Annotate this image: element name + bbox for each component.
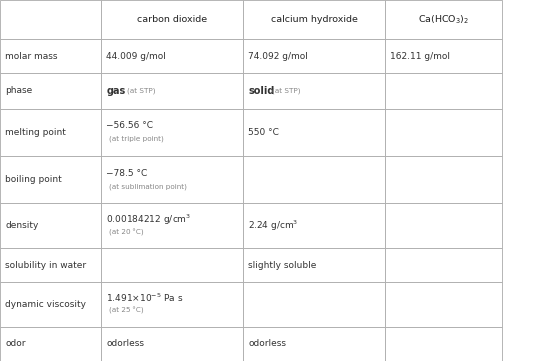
- Text: −56.56 °C: −56.56 °C: [106, 121, 153, 130]
- Text: dynamic viscosity: dynamic viscosity: [5, 300, 86, 309]
- Text: carbon dioxide: carbon dioxide: [137, 15, 207, 24]
- Text: (at STP): (at STP): [127, 88, 156, 94]
- Bar: [101, 73, 243, 109]
- Text: 550 °C: 550 °C: [248, 128, 280, 137]
- Bar: [385, 73, 502, 109]
- Text: boiling point: boiling point: [5, 175, 62, 184]
- Text: 0.00184212 g/cm$^3$: 0.00184212 g/cm$^3$: [106, 212, 192, 227]
- Text: 44.009 g/mol: 44.009 g/mol: [106, 52, 167, 61]
- Bar: [0, 73, 101, 109]
- Bar: [385, 109, 502, 156]
- Bar: [243, 327, 385, 361]
- Text: (at triple point): (at triple point): [109, 136, 164, 142]
- Bar: [0, 248, 101, 282]
- Bar: [0, 0, 101, 39]
- Text: (at STP): (at STP): [272, 88, 301, 94]
- Text: −78.5 °C: −78.5 °C: [106, 169, 148, 178]
- Bar: [101, 156, 243, 203]
- Bar: [385, 203, 502, 248]
- Text: calcium hydroxide: calcium hydroxide: [270, 15, 358, 24]
- Bar: [101, 39, 243, 73]
- Text: 1.491×10$^{-5}$ Pa s: 1.491×10$^{-5}$ Pa s: [106, 292, 184, 304]
- Text: 162.11 g/mol: 162.11 g/mol: [390, 52, 450, 61]
- Text: molar mass: molar mass: [5, 52, 58, 61]
- Bar: [0, 109, 101, 156]
- Text: solid: solid: [248, 86, 275, 96]
- Bar: [101, 0, 243, 39]
- Text: 74.092 g/mol: 74.092 g/mol: [248, 52, 308, 61]
- Text: melting point: melting point: [5, 128, 66, 137]
- Text: slightly soluble: slightly soluble: [248, 261, 317, 270]
- Bar: [385, 282, 502, 327]
- Text: 2.24 g/cm$^3$: 2.24 g/cm$^3$: [248, 218, 299, 233]
- Bar: [385, 327, 502, 361]
- Bar: [243, 248, 385, 282]
- Bar: [101, 109, 243, 156]
- Bar: [0, 203, 101, 248]
- Bar: [101, 327, 243, 361]
- Bar: [243, 203, 385, 248]
- Text: (at 20 °C): (at 20 °C): [109, 228, 144, 235]
- Bar: [385, 248, 502, 282]
- Bar: [101, 203, 243, 248]
- Bar: [385, 39, 502, 73]
- Text: Ca(HCO$_3$)$_2$: Ca(HCO$_3$)$_2$: [418, 13, 469, 26]
- Bar: [243, 156, 385, 203]
- Bar: [243, 39, 385, 73]
- Text: solubility in water: solubility in water: [5, 261, 87, 270]
- Bar: [243, 109, 385, 156]
- Bar: [385, 0, 502, 39]
- Bar: [385, 156, 502, 203]
- Bar: [0, 39, 101, 73]
- Text: density: density: [5, 221, 39, 230]
- Text: (at 25 °C): (at 25 °C): [109, 307, 144, 314]
- Bar: [243, 0, 385, 39]
- Bar: [243, 73, 385, 109]
- Bar: [101, 282, 243, 327]
- Text: phase: phase: [5, 87, 33, 95]
- Text: odor: odor: [5, 339, 26, 348]
- Text: gas: gas: [106, 86, 126, 96]
- Bar: [0, 282, 101, 327]
- Bar: [243, 282, 385, 327]
- Bar: [0, 156, 101, 203]
- Bar: [101, 248, 243, 282]
- Text: odorless: odorless: [248, 339, 287, 348]
- Bar: [0, 327, 101, 361]
- Text: odorless: odorless: [106, 339, 145, 348]
- Text: (at sublimation point): (at sublimation point): [109, 183, 187, 190]
